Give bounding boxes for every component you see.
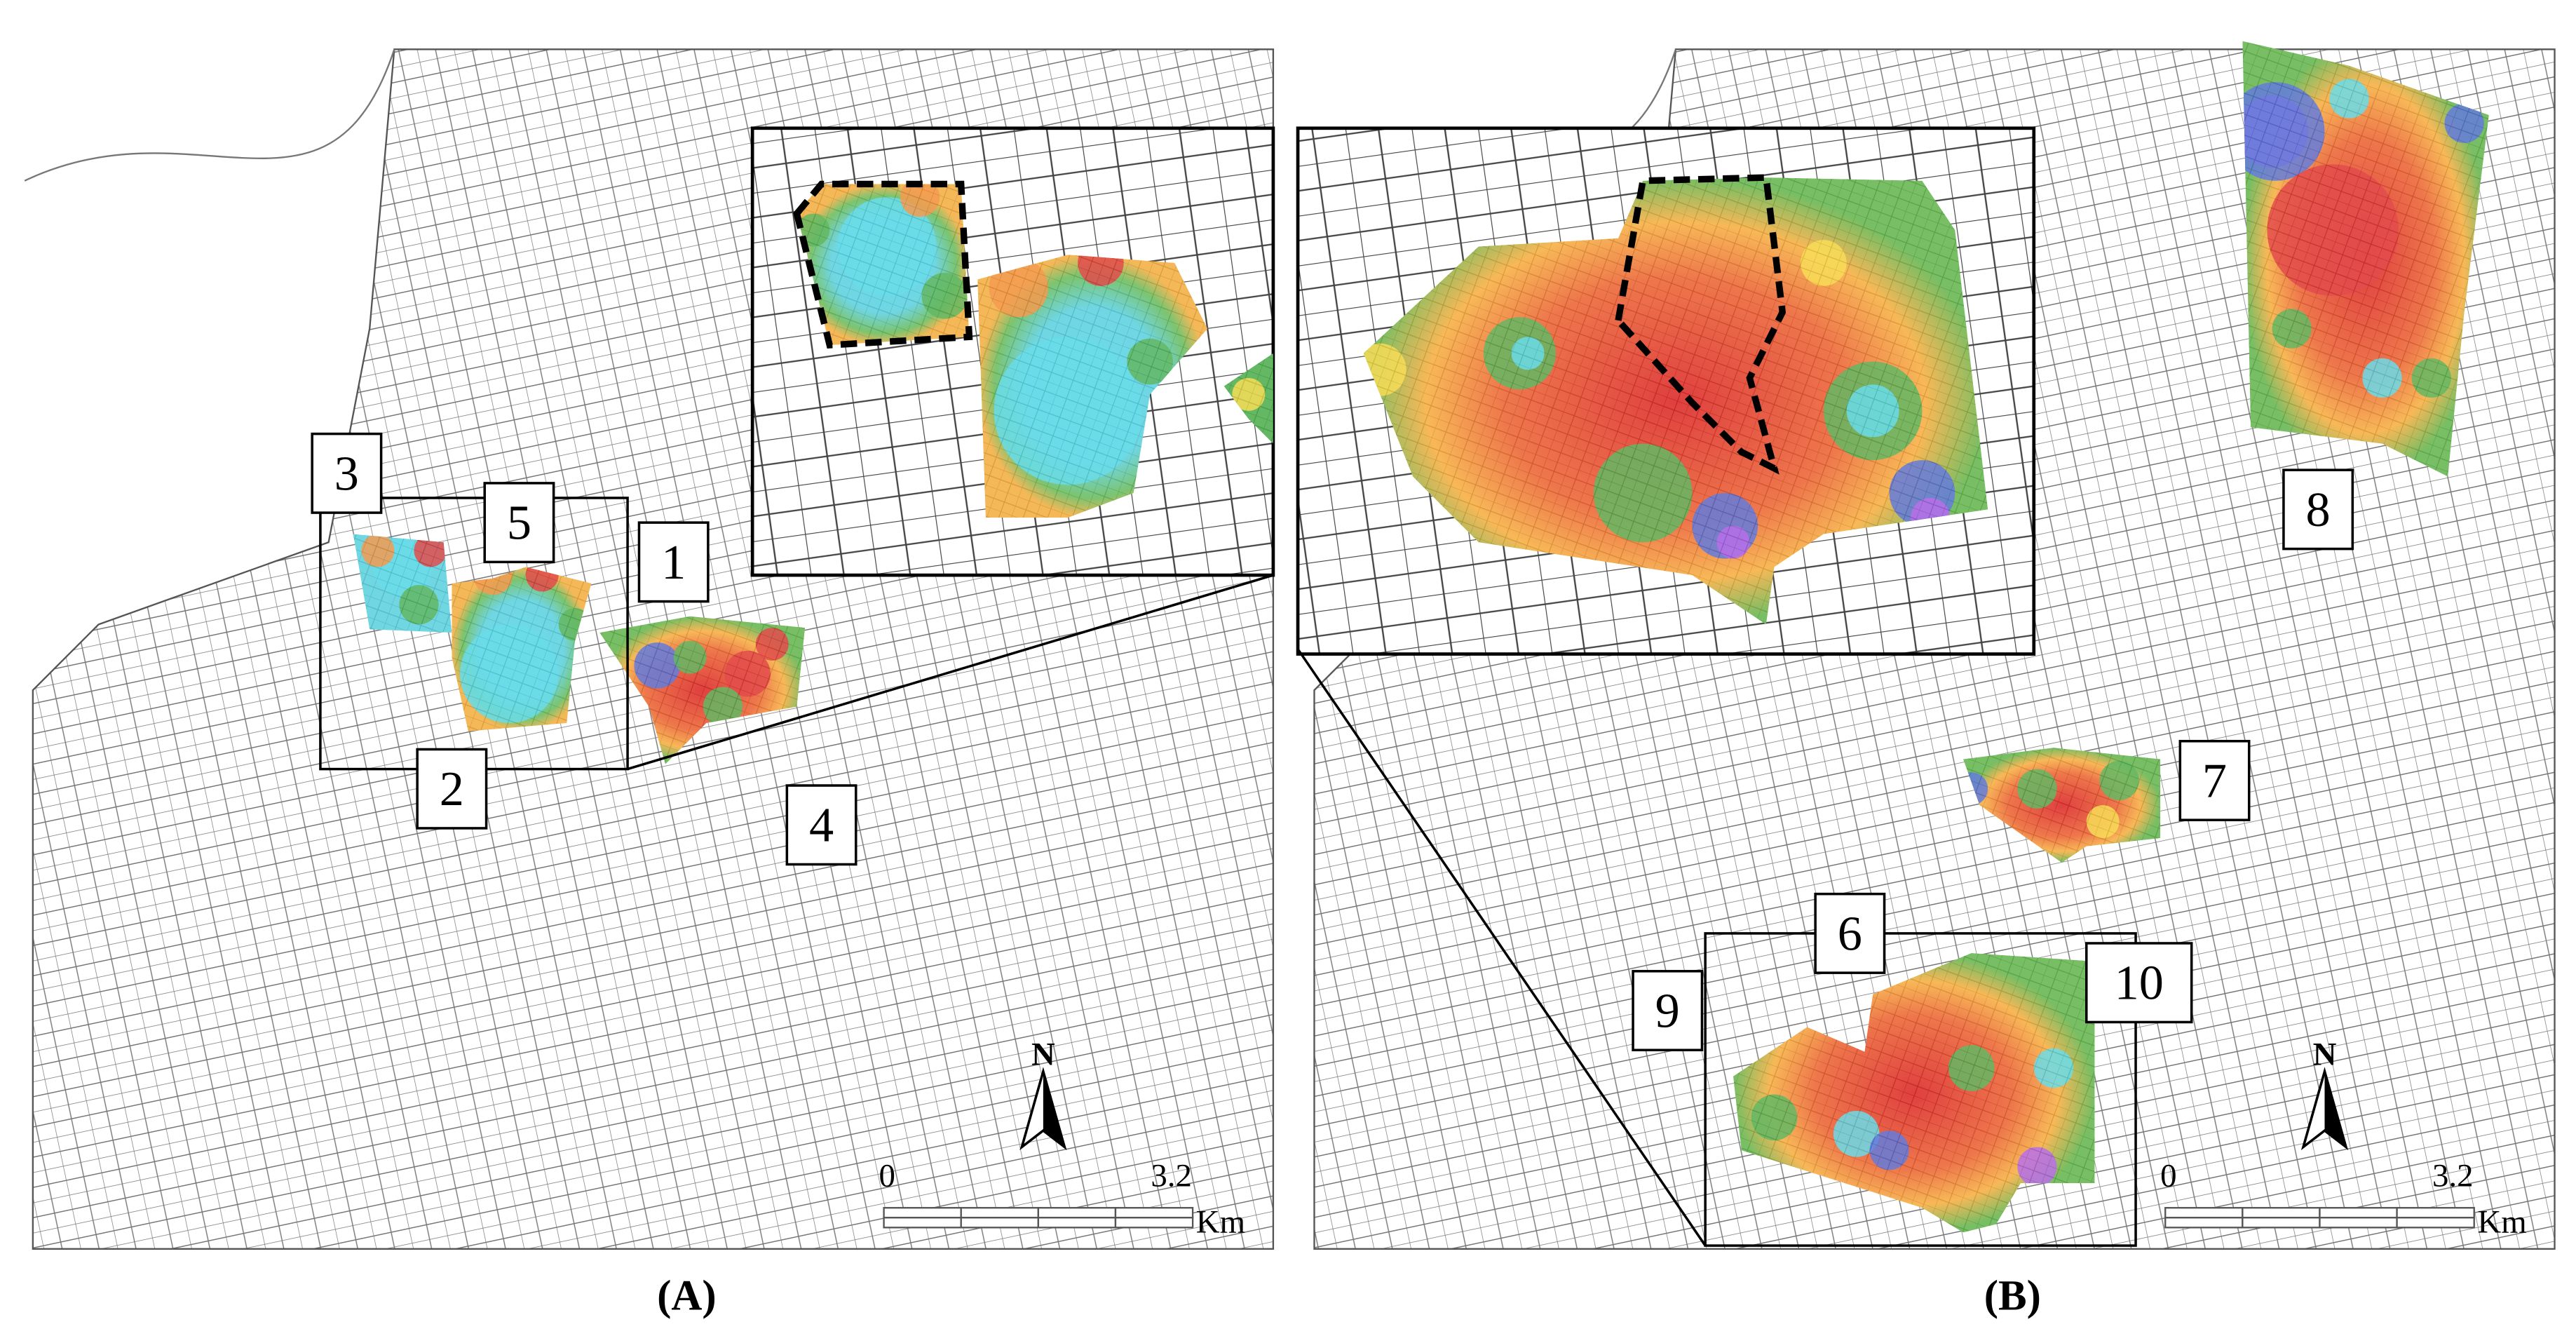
region-label: 8 [2306, 483, 2331, 537]
north-arrow-half [1043, 1071, 1065, 1147]
region-label-box [1814, 892, 1886, 974]
scale-segment [1037, 1207, 1117, 1219]
zoom-box [1704, 932, 2137, 1247]
heat-streets [796, 184, 970, 346]
heat-patch [1363, 177, 1988, 625]
study-boundary [1614, 174, 1787, 475]
scale-segment [1037, 1217, 1117, 1229]
scale-segment [1114, 1217, 1194, 1229]
heat-streets [2242, 41, 2489, 477]
scale-segment [2319, 1217, 2398, 1229]
heat-streets [452, 567, 592, 731]
region-label-box [637, 521, 710, 603]
scale-segment [2396, 1217, 2475, 1229]
region-label: 5 [507, 496, 531, 551]
region-label: 4 [809, 798, 834, 853]
zoom-line [1296, 648, 1707, 1247]
heat-patch [599, 616, 806, 764]
scale-segment [1114, 1207, 1194, 1219]
study-boundary [793, 180, 973, 349]
region-label: 7 [2202, 753, 2227, 808]
region-label-box [483, 482, 555, 564]
region-label-box [2282, 468, 2354, 551]
north-label: N [1031, 1036, 1055, 1072]
region-label-box [2084, 942, 2193, 1024]
scale-start: 0 [2160, 1158, 2176, 1194]
scale-segment [960, 1207, 1040, 1219]
panel-caption: (B) [1984, 1272, 2041, 1319]
scale-segment [2319, 1207, 2398, 1219]
region-label: 1 [661, 535, 686, 590]
scale-segment [960, 1217, 1040, 1229]
region-label-box [2178, 740, 2251, 821]
panel-caption: (A) [657, 1272, 717, 1319]
heat-streets [353, 534, 452, 633]
heat-patch [353, 534, 452, 633]
scale-segment [2242, 1207, 2321, 1219]
scale-end: 3.2 [2432, 1158, 2474, 1194]
scale-unit: Km [2477, 1203, 2526, 1240]
heat-streets [1963, 748, 2161, 863]
scale-segment [883, 1207, 962, 1219]
coastline [24, 48, 395, 182]
scale-segment [2164, 1207, 2244, 1219]
scale-segment [2396, 1207, 2475, 1219]
zoom-line [627, 574, 1274, 771]
heat-streets [1223, 353, 1273, 444]
region-label: 6 [1838, 906, 1862, 961]
region-label-box [416, 748, 488, 830]
scale-unit: Km [1196, 1203, 1245, 1240]
heat-patch [1733, 953, 2095, 1233]
scale-start: 0 [879, 1158, 895, 1194]
north-label: N [2313, 1036, 2337, 1072]
heat-patch [2242, 41, 2489, 477]
scale-segment [883, 1217, 962, 1229]
heat-patch [1223, 353, 1273, 444]
region-label-box [785, 784, 857, 866]
region-label-box [311, 432, 383, 514]
heat-streets [1363, 177, 1988, 625]
scale-end: 3.2 [1151, 1158, 1192, 1194]
heat-patch [452, 567, 592, 731]
region-label: 10 [2115, 956, 2164, 1011]
region-label: 9 [1655, 983, 1680, 1038]
scale-segment [2164, 1217, 2244, 1229]
heat-patch [796, 184, 970, 346]
region-label: 3 [334, 446, 359, 501]
region-label: 2 [440, 762, 464, 816]
heat-streets [599, 616, 806, 764]
heat-streets [1733, 953, 2095, 1233]
heat-patch [977, 255, 1208, 518]
heat-streets [977, 255, 1208, 518]
heat-patch [1963, 748, 2161, 863]
map-layers [24, 41, 2556, 1250]
region-label-box [1632, 970, 1704, 1052]
scale-segment [2242, 1217, 2321, 1229]
